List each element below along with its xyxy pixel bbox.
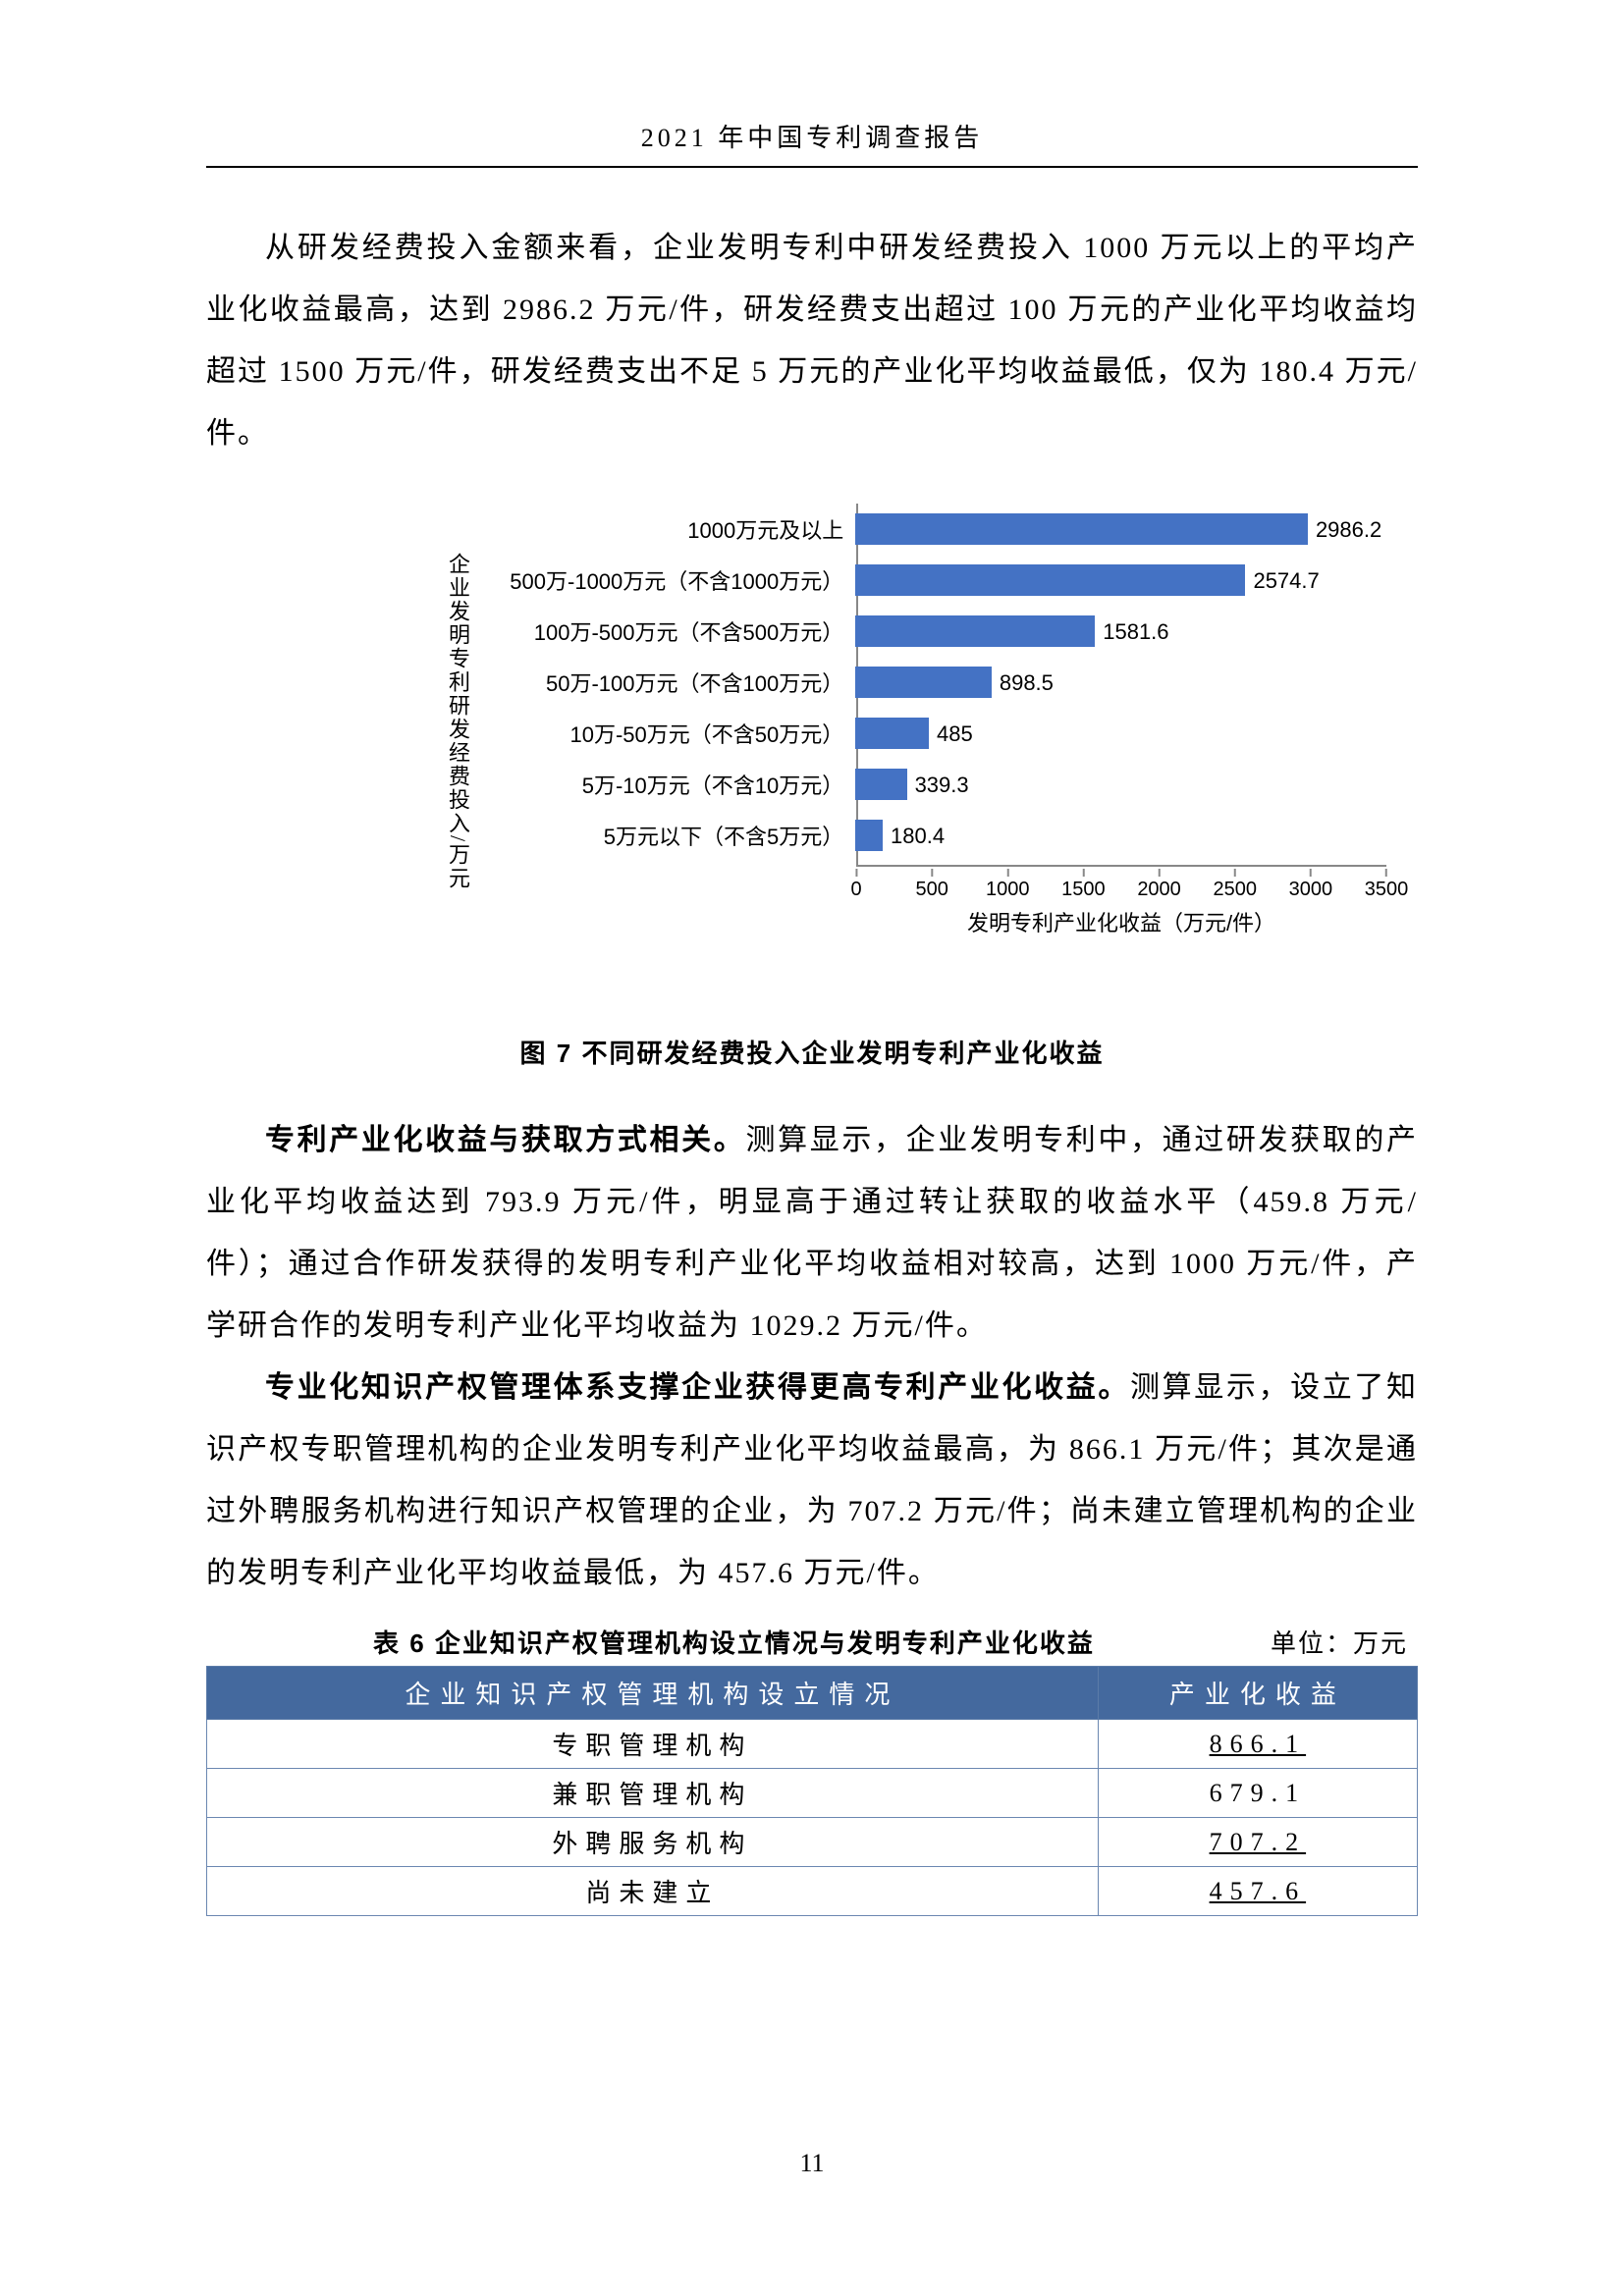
- x-tick: 0: [850, 869, 861, 901]
- bar-row: 500万-1000万元（不含1000万元） 2574.7: [501, 555, 1384, 606]
- bars-container: 1000万元及以上 2986.2 500万-1000万元（不含1000万元） 2574…: [501, 504, 1384, 861]
- para2-rest: 测算显示，企业发明专利中，通过研发获取的产业化平均收益达到 793.9 万元/件…: [206, 1124, 1418, 1342]
- x-axis-line: [856, 865, 1386, 867]
- bar-fill: [855, 615, 1095, 647]
- table-cell: 457.6: [1098, 1867, 1417, 1916]
- bar-row: 50万-100万元（不含100万元） 898.5: [501, 657, 1384, 708]
- paragraph-3: 专业化知识产权管理体系支撑企业获得更高专利产业化收益。测算显示，设立了知识产权专…: [206, 1357, 1418, 1604]
- table-cell: 707.2: [1098, 1818, 1417, 1867]
- bar-row: 5万元以下（不含5万元） 180.4: [501, 810, 1384, 861]
- figure-7-caption: 图 7 不同研发经费投入企业发明专利产业化收益: [206, 1034, 1418, 1070]
- chart-figure-7: 企业发明专利研发经费投入/万元 1000万元及以上 2986.2 500万-1000…: [206, 494, 1418, 1004]
- para1-text: 从研发经费投入金额来看，企业发明专利中研发经费投入 1000 万元以上的平均产业…: [206, 217, 1418, 464]
- x-tick: 1500: [1061, 869, 1106, 901]
- table-row: 兼职管理机构679.1: [207, 1769, 1418, 1818]
- para3-rest: 测算显示，设立了知识产权专职管理机构的企业发明专利产业化平均收益最高，为 866…: [206, 1371, 1418, 1589]
- bar-value: 180.4: [891, 824, 945, 849]
- bar-value: 339.3: [915, 773, 969, 798]
- table-cell: 679.1: [1098, 1769, 1417, 1818]
- bar-fill: [855, 513, 1308, 545]
- table-col-1: 产业化收益: [1098, 1667, 1417, 1720]
- bar-track: 339.3: [855, 769, 1384, 800]
- table-cell: 866.1: [1098, 1720, 1417, 1769]
- table-6-caption: 表 6 企业知识产权管理机构设立情况与发明专利产业化收益: [373, 1624, 1095, 1660]
- bar-label: 1000万元及以上: [501, 513, 855, 545]
- bar-fill: [855, 769, 906, 800]
- bar-fill: [855, 564, 1245, 596]
- page-header-title: 2021 年中国专利调查报告: [206, 118, 1418, 166]
- bar-label: 5万元以下（不含5万元）: [501, 820, 855, 851]
- bar-value: 1581.6: [1103, 619, 1168, 645]
- bar-track: 180.4: [855, 820, 1384, 851]
- x-tick: 1000: [986, 869, 1030, 901]
- bar-label: 100万-500万元（不含500万元）: [501, 615, 855, 647]
- bar-row: 1000万元及以上 2986.2: [501, 504, 1384, 555]
- bar-track: 898.5: [855, 667, 1384, 698]
- bar-row: 10万-50万元（不含50万元） 485: [501, 708, 1384, 759]
- table-cell: 专职管理机构: [207, 1720, 1099, 1769]
- x-tick: 3000: [1289, 869, 1333, 901]
- bar-row: 100万-500万元（不含500万元） 1581.6: [501, 606, 1384, 657]
- bar-fill: [855, 820, 883, 851]
- bar-label: 10万-50万元（不含50万元）: [501, 718, 855, 749]
- bar-label: 500万-1000万元（不含1000万元）: [501, 564, 855, 596]
- table-col-0: 企业知识产权管理机构设立情况: [207, 1667, 1099, 1720]
- para2-bold: 专利产业化收益与获取方式相关。: [265, 1124, 745, 1156]
- bar-value: 485: [937, 721, 973, 747]
- bar-track: 1581.6: [855, 615, 1384, 647]
- bar-label: 5万-10万元（不含10万元）: [501, 769, 855, 800]
- para3-bold: 专业化知识产权管理体系支撑企业获得更高专利产业化收益。: [265, 1371, 1130, 1404]
- bar-label: 50万-100万元（不含100万元）: [501, 667, 855, 698]
- table-cell: 尚未建立: [207, 1867, 1099, 1916]
- table-row: 专职管理机构866.1: [207, 1720, 1418, 1769]
- bar-track: 2986.2: [855, 513, 1384, 545]
- x-axis-title: 发明专利产业化收益（万元/件）: [856, 906, 1386, 937]
- bar-fill: [855, 718, 929, 749]
- bar-value: 2986.2: [1316, 517, 1381, 543]
- header-rule: [206, 166, 1418, 168]
- table-6-caption-row: 表 6 企业知识产权管理机构设立情况与发明专利产业化收益 单位：万元: [206, 1624, 1418, 1660]
- table-row: 外聘服务机构707.2: [207, 1818, 1418, 1867]
- table-row: 尚未建立457.6: [207, 1867, 1418, 1916]
- x-tick: 2500: [1213, 869, 1257, 901]
- bar-track: 485: [855, 718, 1384, 749]
- x-tick: 500: [915, 869, 947, 901]
- table-cell: 外聘服务机构: [207, 1818, 1099, 1867]
- paragraph-2: 专利产业化收益与获取方式相关。测算显示，企业发明专利中，通过研发获取的产业化平均…: [206, 1109, 1418, 1357]
- paragraph-1: 从研发经费投入金额来看，企业发明专利中研发经费投入 1000 万元以上的平均产业…: [206, 217, 1418, 464]
- bar-fill: [855, 667, 992, 698]
- table-cell: 兼职管理机构: [207, 1769, 1099, 1818]
- x-tick: 2000: [1137, 869, 1181, 901]
- bar-value: 2574.7: [1253, 568, 1319, 594]
- table-6: 企业知识产权管理机构设立情况 产业化收益 专职管理机构866.1兼职管理机构67…: [206, 1666, 1418, 1916]
- x-tick: 3500: [1365, 869, 1409, 901]
- table-6-unit: 单位：万元: [1271, 1624, 1408, 1660]
- bar-row: 5万-10万元（不含10万元） 339.3: [501, 759, 1384, 810]
- page-number: 11: [0, 2149, 1624, 2178]
- y-axis-title: 企业发明专利研发经费投入/万元: [442, 553, 473, 890]
- bar-track: 2574.7: [855, 564, 1384, 596]
- bar-value: 898.5: [1000, 670, 1054, 696]
